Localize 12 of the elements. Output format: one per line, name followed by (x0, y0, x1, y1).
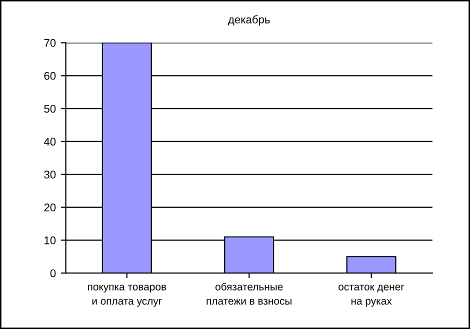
y-tick-label: 30 (44, 170, 56, 179)
y-tick-label: 20 (44, 204, 56, 212)
x-tick-label: покупка товаров и оплата услуг (88, 284, 166, 307)
y-tick-label: 0 (50, 269, 56, 278)
chart-title: декабрь (228, 15, 270, 26)
x-tick-label: остаток денег на руках (338, 284, 404, 307)
y-tick-label: 60 (44, 72, 56, 80)
x-tick-label: обязательные платежи в взносы (206, 282, 292, 305)
y-tick-label: 50 (44, 104, 56, 113)
y-tick-label: 40 (44, 138, 56, 146)
y-tick-label: 10 (44, 236, 56, 244)
y-tick-label: 70 (44, 39, 56, 47)
